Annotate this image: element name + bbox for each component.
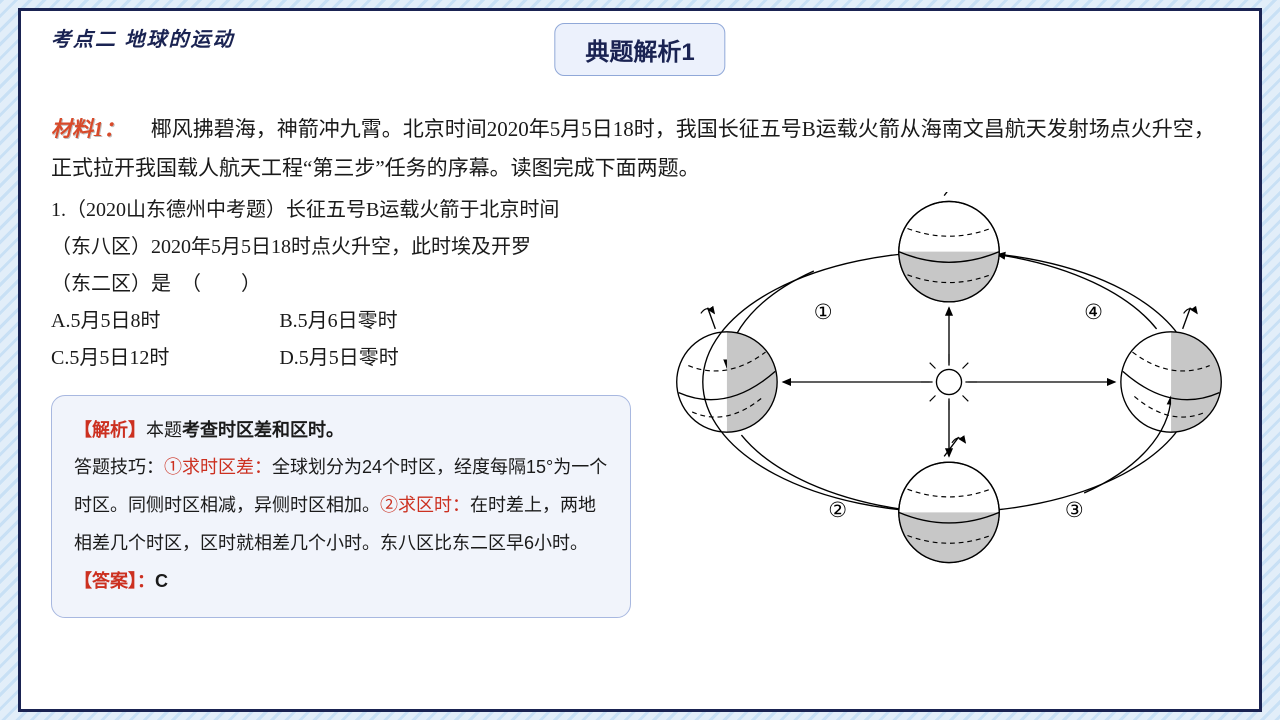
tip-label: 答题技巧： bbox=[74, 457, 164, 477]
orbit-diagram: ① ② ③ ④ bbox=[669, 192, 1229, 572]
choice-c: C.5月5日12时 bbox=[51, 340, 169, 377]
analysis-intro-pre: 本题 bbox=[146, 420, 182, 440]
answer-line: 【答案】：C bbox=[74, 563, 608, 601]
choices: A.5月5日8时 C.5月5日12时 B.5月6日零时 D.5月5日零时 bbox=[51, 303, 649, 377]
orbit-label-4: ④ bbox=[1084, 300, 1103, 324]
globe-top bbox=[899, 192, 999, 302]
choice-col-left: A.5月5日8时 C.5月5日12时 bbox=[51, 303, 169, 377]
choice-d: D.5月5日零时 bbox=[279, 340, 398, 377]
question-stem-2: （东八区）2020年5月5日18时点火升空，此时埃及开罗 bbox=[51, 229, 649, 266]
answer-value: C bbox=[155, 571, 168, 591]
analysis-body: 答题技巧：①求时区差：全球划分为24个时区，经度每隔15°为一个时区。同侧时区相… bbox=[74, 449, 608, 562]
orbit-label-2: ② bbox=[828, 498, 847, 522]
orbit-label-1: ① bbox=[814, 300, 833, 324]
orbit-label-3: ③ bbox=[1065, 498, 1084, 522]
choice-b: B.5月6日零时 bbox=[279, 303, 398, 340]
answer-label: 【答案】： bbox=[74, 571, 155, 591]
question-stem-1: 1.（2020山东德州中考题）长征五号B运载火箭于北京时间 bbox=[51, 192, 649, 229]
slide-page: 考点二 地球的运动 典题解析1 材料1： 椰风拂碧海，神箭冲九霄。北京时间202… bbox=[18, 8, 1262, 712]
question-area: 1.（2020山东德州中考题）长征五号B运载火箭于北京时间 （东八区）2020年… bbox=[51, 192, 1229, 618]
content-area: 材料1： 椰风拂碧海，神箭冲九霄。北京时间2020年5月5日18时，我国长征五号… bbox=[51, 110, 1229, 618]
step2-label: ②求区时： bbox=[380, 495, 470, 515]
step1-label: ①求时区差： bbox=[164, 457, 272, 477]
question-left: 1.（2020山东德州中考题）长征五号B运载火箭于北京时间 （东八区）2020年… bbox=[51, 192, 649, 618]
analysis-label: 【解析】 bbox=[74, 420, 146, 440]
analysis-box: 【解析】本题考查时区差和区时。 答题技巧：①求时区差：全球划分为24个时区，经度… bbox=[51, 395, 631, 618]
material-text: 椰风拂碧海，神箭冲九霄。北京时间2020年5月5日18时，我国长征五号B运载火箭… bbox=[51, 117, 1215, 180]
choice-col-right: B.5月6日零时 D.5月5日零时 bbox=[279, 303, 398, 377]
choice-a: A.5月5日8时 bbox=[51, 303, 169, 340]
material-label: 材料1： bbox=[51, 117, 125, 141]
analysis-intro-bold: 考查时区差和区时。 bbox=[182, 420, 344, 440]
analysis-line1: 【解析】本题考查时区差和区时。 bbox=[74, 412, 608, 450]
material-paragraph: 材料1： 椰风拂碧海，神箭冲九霄。北京时间2020年5月5日18时，我国长征五号… bbox=[51, 110, 1229, 188]
title-badge: 典题解析1 bbox=[554, 23, 725, 76]
question-stem-3: （东二区）是 （ ） bbox=[51, 266, 649, 303]
